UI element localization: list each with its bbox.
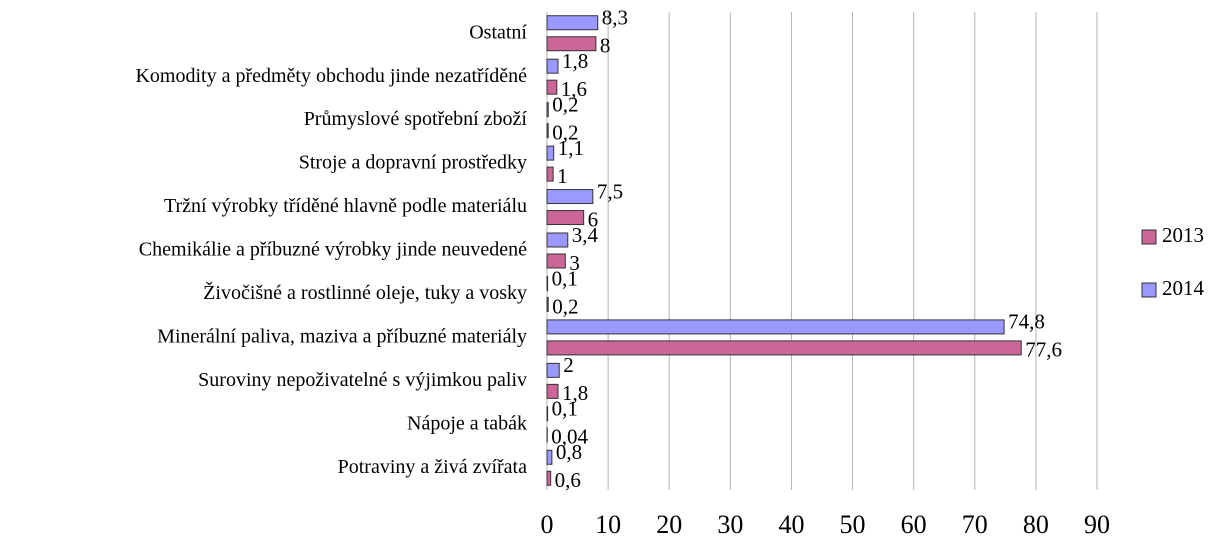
category-label: Ostatní	[469, 21, 527, 43]
bar	[546, 166, 554, 182]
value-label: 74,8	[1008, 310, 1045, 334]
value-label: 1,8	[562, 381, 588, 405]
bar	[546, 383, 559, 399]
value-label: 6	[588, 207, 599, 231]
bar	[546, 145, 555, 161]
x-tick-label: 70	[962, 510, 988, 539]
bar	[546, 319, 1005, 335]
legend-label: 2014	[1162, 276, 1205, 300]
bar	[546, 189, 594, 205]
bar	[546, 449, 553, 465]
bar	[546, 123, 549, 139]
value-label: 7,5	[597, 179, 623, 203]
bar	[546, 470, 552, 486]
category-label: Tržní výrobky tříděné hlavně podle mater…	[164, 195, 527, 217]
value-label: 0,2	[552, 120, 578, 144]
category-label: Živočišné a rostlinné oleje, tuky a vosk…	[203, 281, 527, 304]
bar	[546, 362, 560, 378]
category-label: Minerální paliva, maziva a příbuzné mate…	[157, 326, 527, 348]
category-label: Suroviny nepoživatelné s výjimkou paliv	[198, 369, 527, 391]
value-label: 0,2	[552, 294, 578, 318]
value-label: 1,6	[561, 77, 587, 101]
value-label: 1	[557, 164, 568, 188]
value-label: 0,1	[552, 266, 578, 290]
value-label: 1,1	[558, 136, 584, 160]
value-label: 0,04	[551, 425, 588, 449]
bar	[546, 15, 599, 31]
bar	[546, 102, 549, 118]
x-tick-label: 0	[541, 510, 554, 539]
category-label: Stroje a dopravní prostředky	[299, 152, 527, 174]
value-label: 1,8	[562, 49, 588, 73]
value-label: 2	[563, 353, 574, 377]
value-label: 0,2	[552, 92, 578, 116]
legend-swatch	[1141, 229, 1157, 245]
category-label: Chemikálie a příbuzné výrobky jinde neuv…	[139, 239, 527, 261]
x-tick-label: 50	[840, 510, 866, 539]
bar	[546, 79, 558, 95]
bar	[546, 340, 1022, 356]
category-label: Průmyslové spotřební zboží	[304, 108, 528, 130]
x-tick-label: 10	[595, 510, 621, 539]
value-label: 0,1	[552, 397, 578, 421]
bar	[546, 406, 549, 422]
x-tick-label: 80	[1023, 510, 1049, 539]
value-label: 3,4	[572, 223, 599, 247]
category-label: Nápoje a tabák	[407, 412, 527, 434]
bar	[546, 232, 569, 248]
value-label: 8	[600, 34, 611, 58]
bar	[546, 275, 549, 291]
bar	[546, 296, 549, 312]
legend-swatch	[1141, 282, 1157, 298]
bar	[546, 253, 566, 269]
category-label: Potraviny a živá zvířata	[338, 456, 527, 478]
value-label: 77,6	[1025, 338, 1062, 362]
legend-label: 2013	[1162, 223, 1204, 247]
value-label: 0,6	[555, 468, 581, 492]
category-label: Komodity a předměty obchodu jinde nezatř…	[135, 65, 527, 87]
value-label: 8,3	[602, 6, 628, 30]
x-tick-label: 90	[1084, 510, 1110, 539]
x-tick-label: 40	[778, 510, 804, 539]
value-label: 0,8	[556, 440, 582, 464]
x-tick-label: 30	[717, 510, 743, 539]
value-label: 3	[569, 251, 580, 275]
x-tick-label: 60	[901, 510, 927, 539]
bar	[546, 210, 585, 226]
x-tick-label: 20	[656, 510, 682, 539]
bar	[546, 58, 559, 74]
bar	[546, 36, 597, 52]
